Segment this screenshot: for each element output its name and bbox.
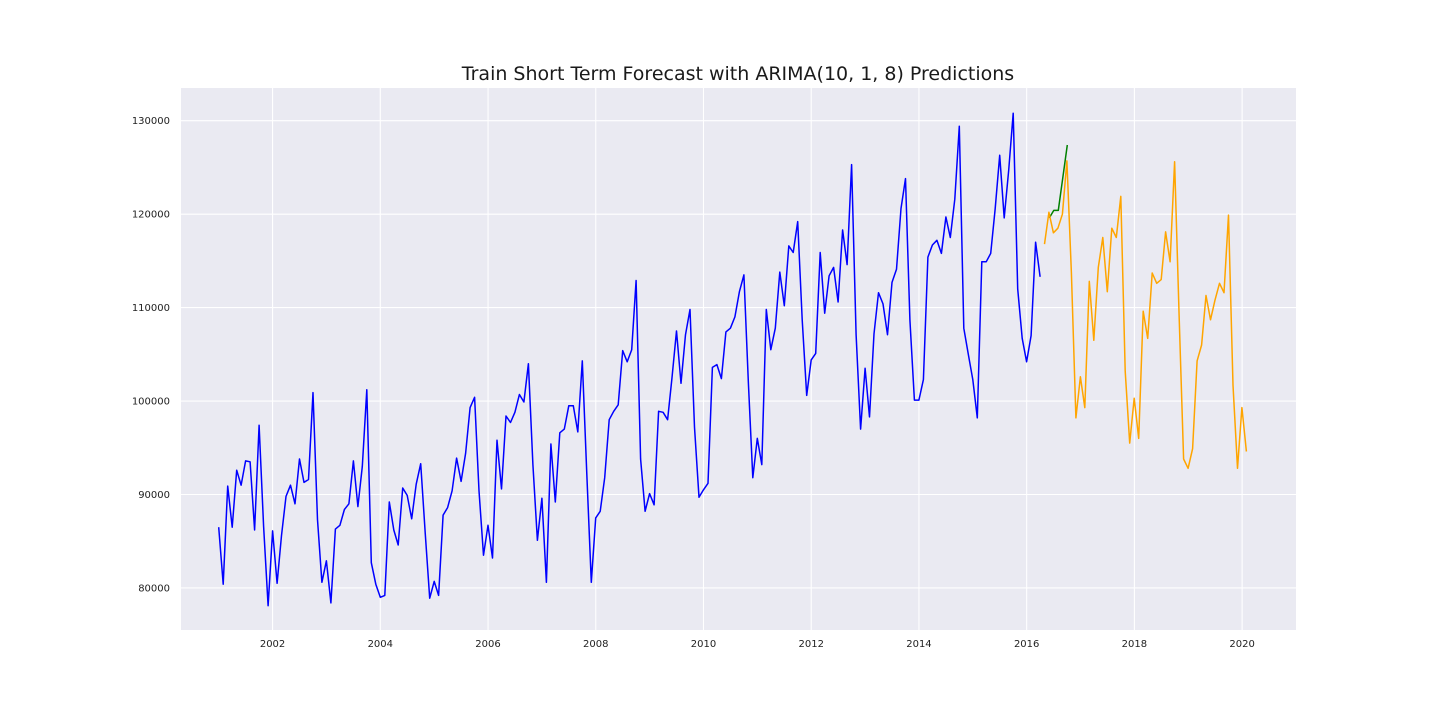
x-tick-label: 2008 — [583, 639, 608, 650]
x-tick-label: 2006 — [475, 639, 500, 650]
y-axis-ticks: 80000 90000 100000 110000 120000 130000 — [132, 116, 170, 594]
x-tick-label: 2020 — [1229, 639, 1254, 650]
x-tick-label: 2012 — [798, 639, 823, 650]
x-tick-label: 2016 — [1014, 639, 1039, 650]
y-tick-label: 120000 — [132, 210, 170, 221]
y-tick-label: 90000 — [138, 490, 170, 501]
y-tick-label: 110000 — [132, 303, 170, 314]
x-tick-label: 2010 — [691, 639, 716, 650]
chart-title: Train Short Term Forecast with ARIMA(10,… — [461, 63, 1014, 85]
plot-background — [181, 88, 1296, 630]
x-tick-label: 2018 — [1122, 639, 1147, 650]
x-tick-label: 2004 — [368, 639, 393, 650]
x-tick-label: 2014 — [906, 639, 931, 650]
series-line-0 — [217, 112, 1041, 607]
y-tick-label: 130000 — [132, 116, 170, 127]
series-line-2 — [1043, 160, 1248, 470]
series-layer — [217, 112, 1248, 607]
x-tick-label: 2002 — [260, 639, 285, 650]
x-axis-ticks: 2002 2004 2006 2008 2010 2012 2014 2016 2018 2020 — [260, 639, 1255, 650]
y-tick-label: 80000 — [138, 583, 170, 594]
y-tick-label: 100000 — [132, 397, 170, 408]
series-line-1 — [1048, 144, 1069, 219]
